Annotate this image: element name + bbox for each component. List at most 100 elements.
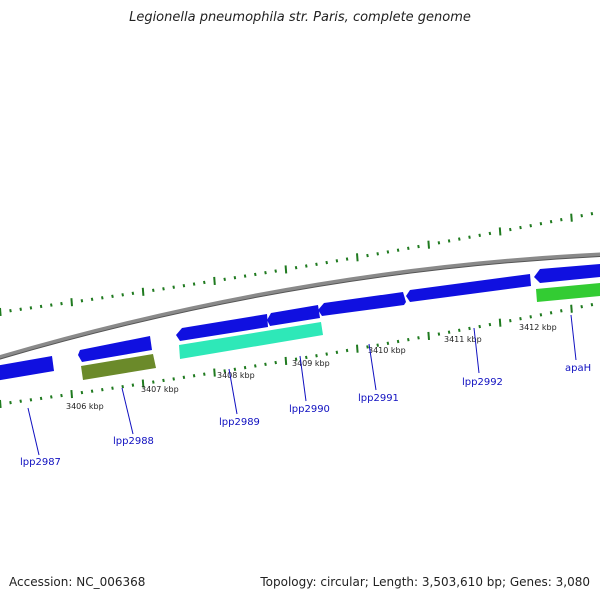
outer-ring-tick	[274, 269, 277, 273]
inner-ring-tick	[345, 348, 349, 353]
inner-ring-tick	[539, 313, 543, 317]
inner-ring-tick	[580, 305, 583, 309]
gene-label-apaH[interactable]: apaH	[565, 363, 591, 374]
leader-lpp2992	[473, 327, 480, 374]
inner-ring-tick	[264, 362, 267, 366]
inner-ring-tick	[121, 384, 124, 389]
outer-ring-tick	[447, 239, 451, 243]
outer-ring-tick	[356, 253, 359, 262]
outer-ring-tick	[284, 265, 288, 274]
outer-ring-tick	[29, 306, 33, 310]
inner-ring-tick	[509, 319, 512, 323]
genome-backbone-shade	[0, 255, 600, 360]
inner-ring-tick	[284, 356, 288, 365]
gene-label-lpp2992[interactable]: lpp2992	[462, 377, 503, 388]
inner-ring-tick	[182, 375, 186, 380]
outer-ring-tick	[243, 274, 247, 278]
outer-ring-tick	[590, 211, 594, 216]
outer-ring-tick	[458, 237, 461, 241]
kbp-label-3410: 3410 kbp	[368, 346, 406, 355]
gene-label-lpp2991[interactable]: lpp2991	[358, 393, 399, 404]
outer-ring-tick	[90, 297, 94, 301]
inner-ring-tick	[131, 383, 135, 387]
gene-label-lpp2989[interactable]: lpp2989	[219, 417, 260, 428]
kbp-label-3407: 3407 kbp	[141, 385, 179, 394]
inner-ring-tick	[488, 322, 492, 327]
gene-label-lpp2988[interactable]: lpp2988	[113, 436, 154, 447]
gene-apaH-reverse[interactable]	[536, 283, 600, 302]
outer-ring-tick	[39, 304, 43, 309]
leader-lpp2987	[27, 407, 40, 456]
inner-ring-tick	[468, 326, 471, 331]
outer-ring-tick	[50, 303, 53, 307]
gene-lpp2991[interactable]	[318, 292, 406, 316]
leader-lpp2988	[121, 387, 134, 435]
inner-ring-tick	[70, 390, 73, 399]
gene-apaH[interactable]	[534, 264, 600, 283]
gene-lpp2989[interactable]	[176, 314, 268, 341]
outer-ring-tick	[203, 280, 206, 285]
inner-tick-ring	[0, 302, 594, 409]
inner-ring-tick	[213, 368, 216, 377]
inner-ring-tick	[162, 378, 165, 383]
gene-lpp2987[interactable]	[0, 356, 54, 381]
outer-ring-tick	[294, 266, 298, 270]
inner-ring-tick	[417, 336, 420, 340]
inner-ring-tick	[39, 396, 43, 401]
label-leaders	[27, 314, 577, 456]
gene-lpp2992[interactable]	[406, 274, 531, 302]
inner-ring-tick	[80, 390, 84, 395]
inner-ring-tick	[325, 352, 328, 356]
outer-ring-tick	[345, 257, 349, 261]
inner-ring-tick	[427, 331, 430, 341]
gene-label-lpp2990[interactable]: lpp2990	[289, 404, 330, 415]
outer-ring-tick	[366, 253, 369, 258]
outer-ring-tick	[417, 244, 420, 249]
gene-lpp2989-reverse[interactable]	[179, 322, 323, 359]
outer-ring-tick	[529, 223, 532, 228]
outer-ring-tick	[335, 259, 339, 263]
leader-lpp2990	[299, 355, 307, 402]
inner-ring-tick	[478, 324, 481, 329]
inner-ring-tick	[141, 379, 145, 388]
outer-ring-tick	[437, 241, 441, 245]
outer-ring-tick	[19, 307, 22, 311]
inner-ring-tick	[590, 302, 594, 307]
inner-ring-tick	[447, 330, 451, 334]
inner-ring-tick	[0, 399, 2, 409]
inner-ring-tick	[356, 344, 359, 353]
outer-ring-tick	[560, 218, 563, 222]
inner-ring-tick	[294, 357, 298, 361]
outer-ring-tick	[111, 294, 114, 299]
outer-ring-tick	[570, 213, 573, 222]
inner-ring-tick	[315, 354, 318, 358]
outer-ring-tick	[121, 293, 124, 297]
gene-label-lpp2987[interactable]: lpp2987	[20, 457, 61, 468]
gene-lpp2990[interactable]	[267, 305, 320, 326]
kbp-label-3406: 3406 kbp	[66, 402, 104, 411]
outer-ring-tick	[539, 221, 543, 226]
outer-ring-tick	[131, 291, 135, 296]
outer-ring-tick	[478, 233, 481, 238]
outer-tick-ring	[0, 211, 594, 317]
outer-ring-tick	[9, 308, 12, 313]
outer-ring-tick	[80, 299, 84, 303]
inner-ring-tick	[233, 367, 237, 371]
outer-ring-tick	[498, 227, 502, 236]
outer-ring-tick	[152, 288, 155, 292]
outer-ring-tick	[325, 260, 328, 265]
inner-ring-tick	[407, 337, 410, 342]
gene-lpp2988[interactable]	[78, 336, 152, 362]
genome-backbone	[0, 252, 600, 360]
outer-ring-tick	[172, 285, 175, 289]
outer-ring-tick	[376, 252, 379, 256]
gene-lpp2988-reverse[interactable]	[81, 354, 156, 380]
inner-ring-tick	[203, 372, 206, 376]
inner-ring-tick	[458, 328, 461, 333]
outer-ring-tick	[254, 272, 257, 277]
map-title: Legionella pneumophila str. Paris, compl…	[129, 10, 471, 25]
inner-ring-tick	[223, 369, 226, 373]
inner-ring-tick	[437, 332, 441, 336]
inner-ring-tick	[498, 318, 502, 327]
